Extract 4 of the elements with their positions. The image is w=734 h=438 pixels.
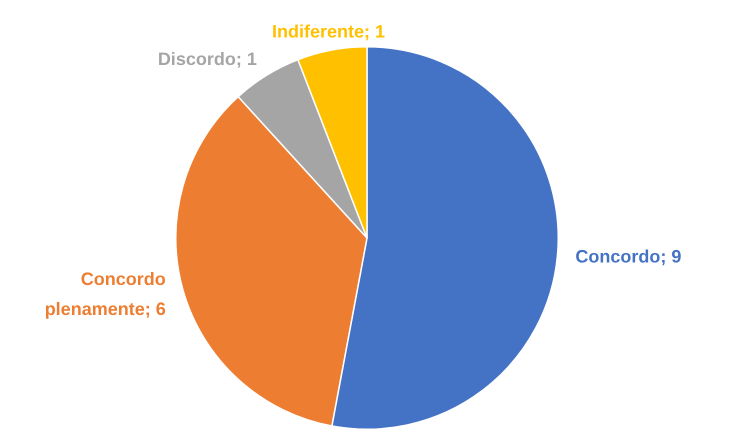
slice-label: Discordo; 1 — [158, 49, 257, 70]
slice-label: Concordo; 9 — [575, 246, 682, 266]
slice-label: Concordo plenamente; 6 — [44, 269, 166, 320]
slice-label: Indiferente; 1 — [272, 21, 386, 42]
